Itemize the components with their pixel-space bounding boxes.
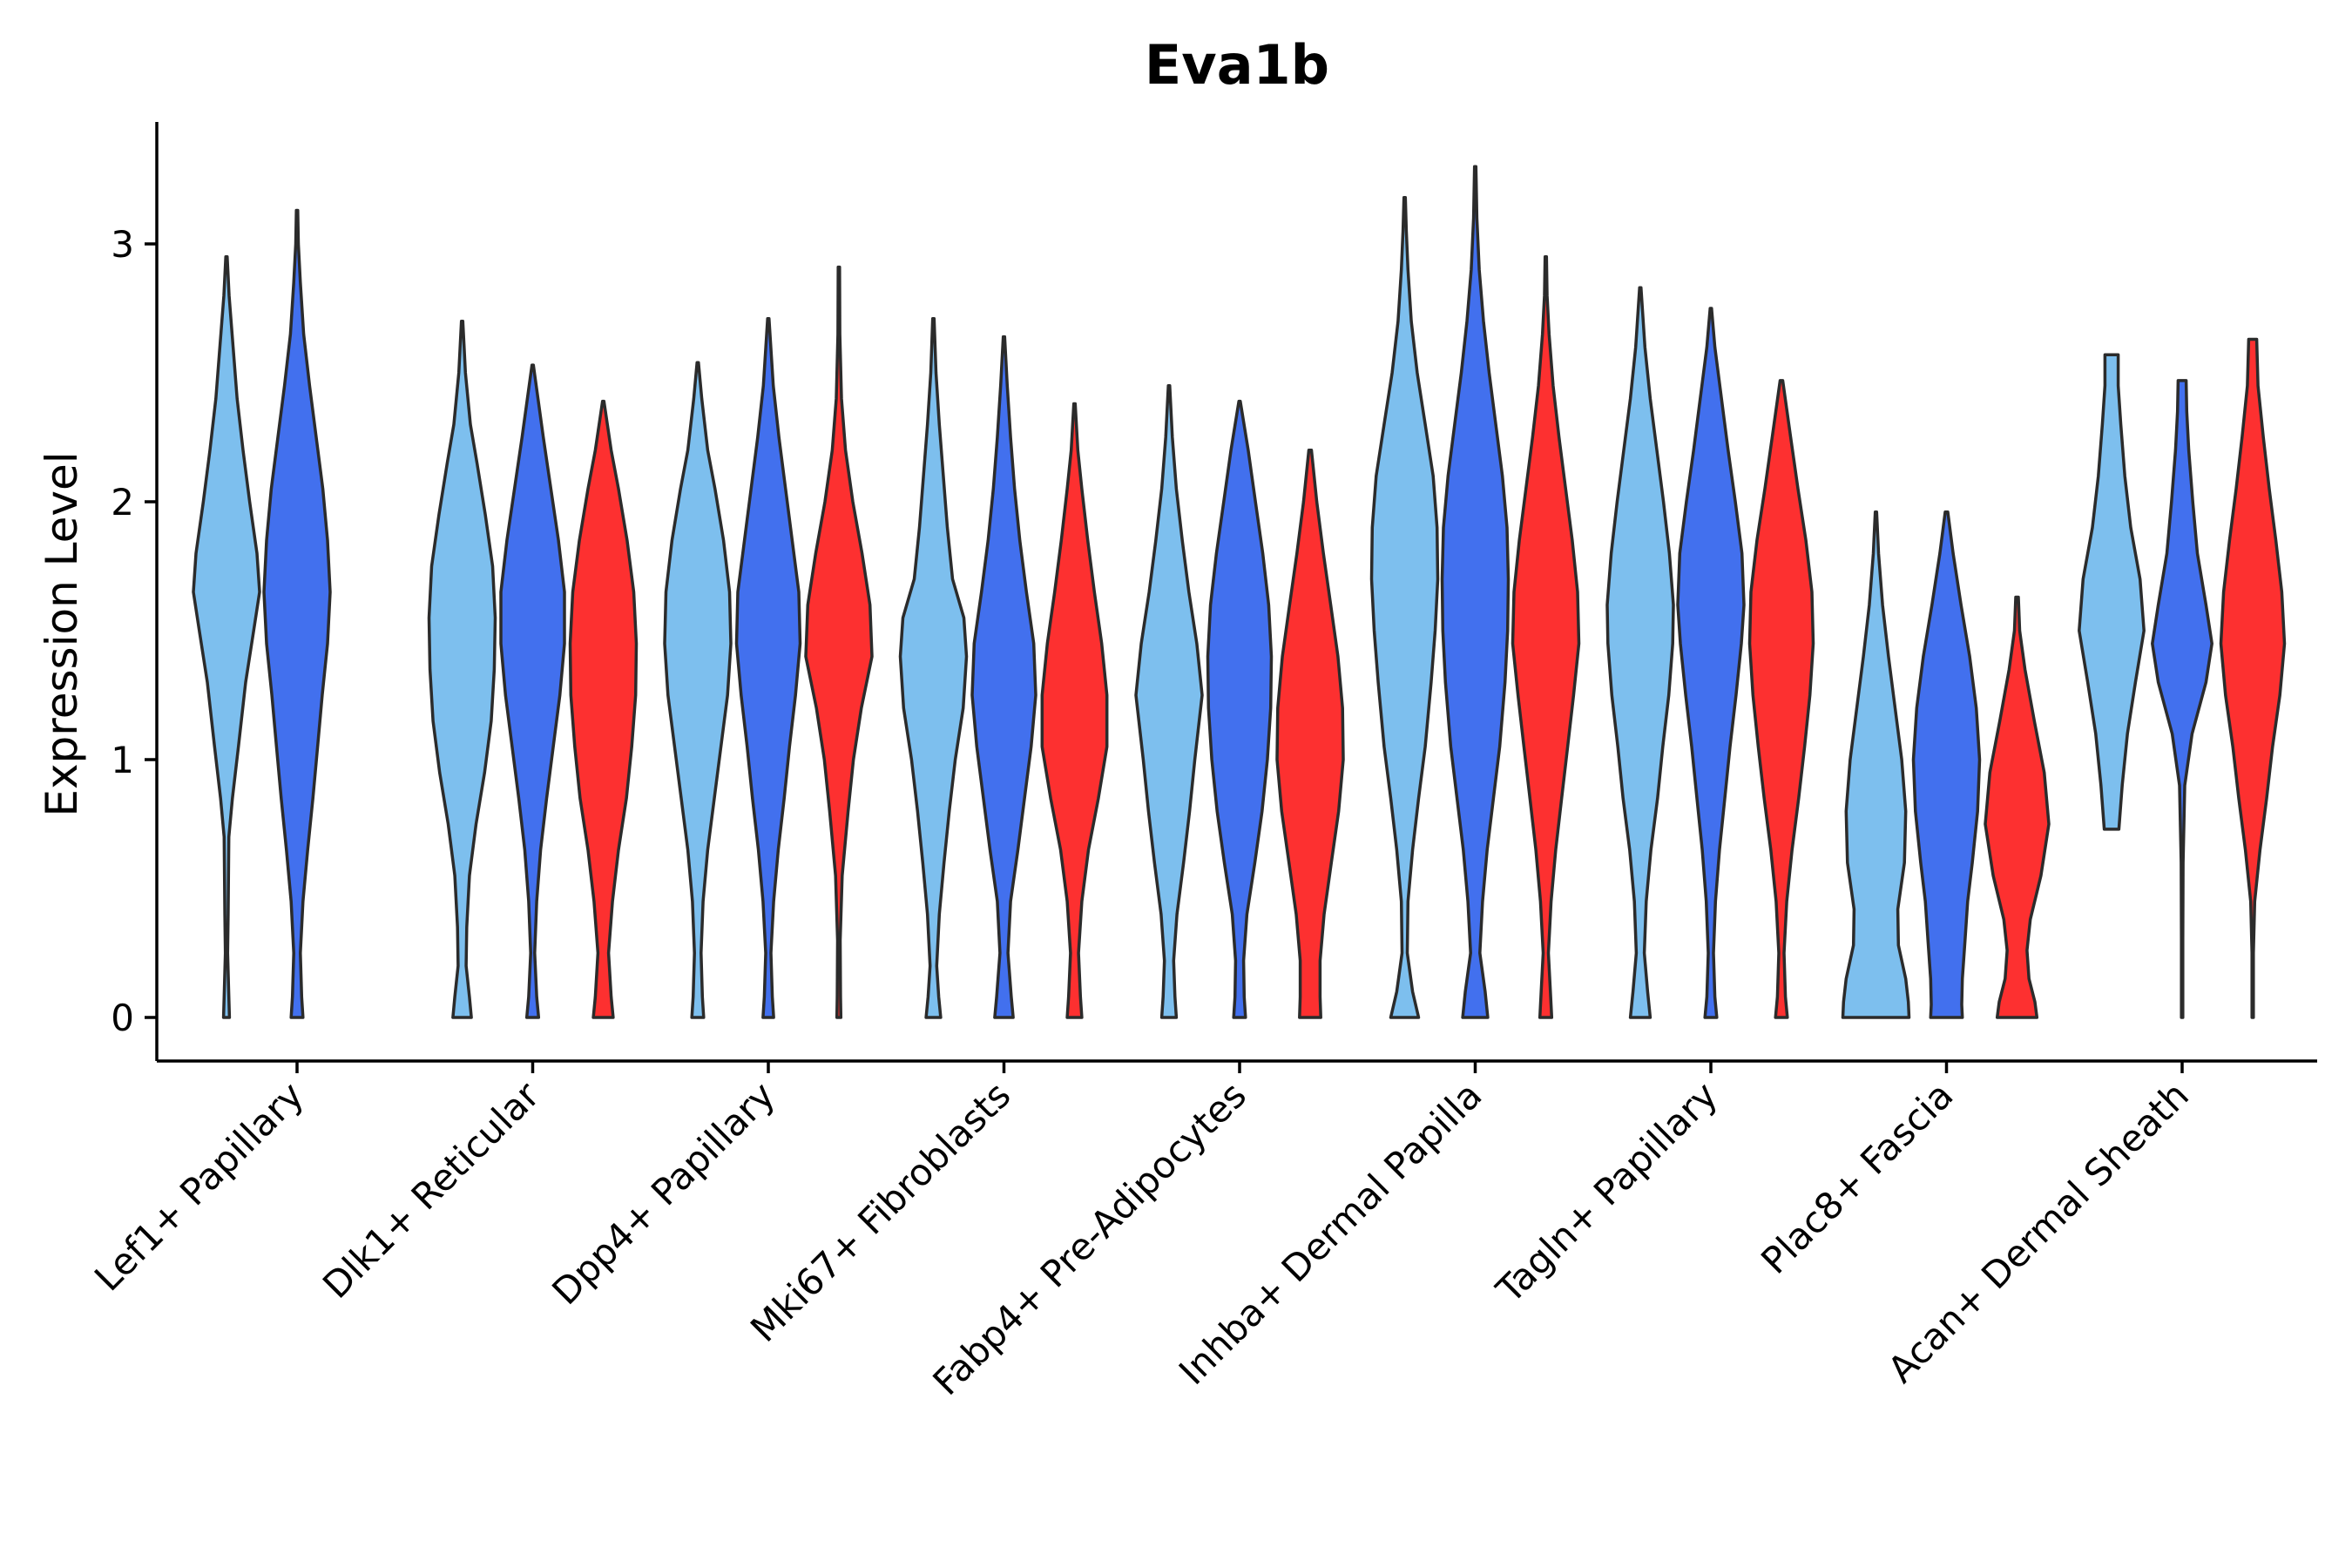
violin-3-inhba-dermal-papilla	[1511, 255, 1581, 1019]
violin-1-plac8-fascia	[1841, 510, 1911, 1019]
x-tick-label-dlk1-reticular: Dlk1+ Reticular	[314, 1073, 548, 1307]
x-tick-label-mki67-fibroblasts: Mki67+ Fibroblasts	[742, 1073, 1018, 1349]
violin-1-tagln-papillary	[1605, 286, 1675, 1019]
y-tick-label-3: 3	[111, 223, 134, 266]
violin-2-fabp4-pre-adipocytes	[1206, 399, 1274, 1019]
violin-3-dpp4-papillary	[804, 265, 874, 1019]
violin-3-acan-dermal-sheath	[2219, 337, 2287, 1019]
y-tick-label-1: 1	[111, 739, 134, 781]
y-tick-label-2: 2	[111, 481, 134, 524]
violin-1-acan-dermal-sheath	[2078, 353, 2146, 831]
x-tick-label-plac8-fascia: Plac8+ Fascia	[1753, 1073, 1961, 1281]
violin-1-lef1-papillary	[192, 255, 261, 1019]
violin-1-fabp4-pre-adipocytes	[1134, 384, 1204, 1019]
violin-3-tagln-papillary	[1747, 379, 1815, 1019]
x-tick-label-tagln-papillary: Tagln+ Papillary	[1488, 1073, 1726, 1311]
violin-3-dlk1-reticular	[568, 399, 639, 1019]
violin-2-tagln-papillary	[1676, 307, 1746, 1019]
y-axis-ticks: 0 1 2 3	[111, 223, 157, 1039]
violin-3-fabp4-pre-adipocytes	[1275, 449, 1345, 1019]
violin-1-mki67-fibroblasts	[898, 317, 969, 1019]
violin-3-plac8-fascia	[1984, 595, 2051, 1019]
axes	[155, 122, 2317, 1063]
x-tick-label-dpp4-papillary: Dpp4+ Papillary	[544, 1073, 783, 1313]
violin-3-mki67-fibroblasts	[1040, 402, 1109, 1019]
violin-2-mki67-fibroblasts	[970, 335, 1037, 1019]
y-tick-label-0: 0	[111, 997, 134, 1039]
violin-1-dpp4-papillary	[663, 361, 733, 1019]
x-tick-label-lef1-papillary: Lef1+ Papillary	[86, 1073, 312, 1299]
violin-1-dlk1-reticular	[427, 320, 497, 1019]
violin-1-inhba-dermal-papilla	[1369, 195, 1440, 1019]
violin-2-dlk1-reticular	[499, 363, 566, 1019]
violin-2-dpp4-papillary	[734, 317, 802, 1019]
violin-layer	[192, 165, 2287, 1019]
chart-title: Eva1b	[1145, 33, 1329, 97]
y-axis-label: Expression Level	[37, 451, 87, 816]
violin-2-acan-dermal-sheath	[2151, 379, 2213, 1019]
violin-2-inhba-dermal-papilla	[1440, 165, 1511, 1019]
violin-2-plac8-fascia	[1911, 510, 1982, 1019]
violin-2-lef1-papillary	[262, 208, 332, 1019]
